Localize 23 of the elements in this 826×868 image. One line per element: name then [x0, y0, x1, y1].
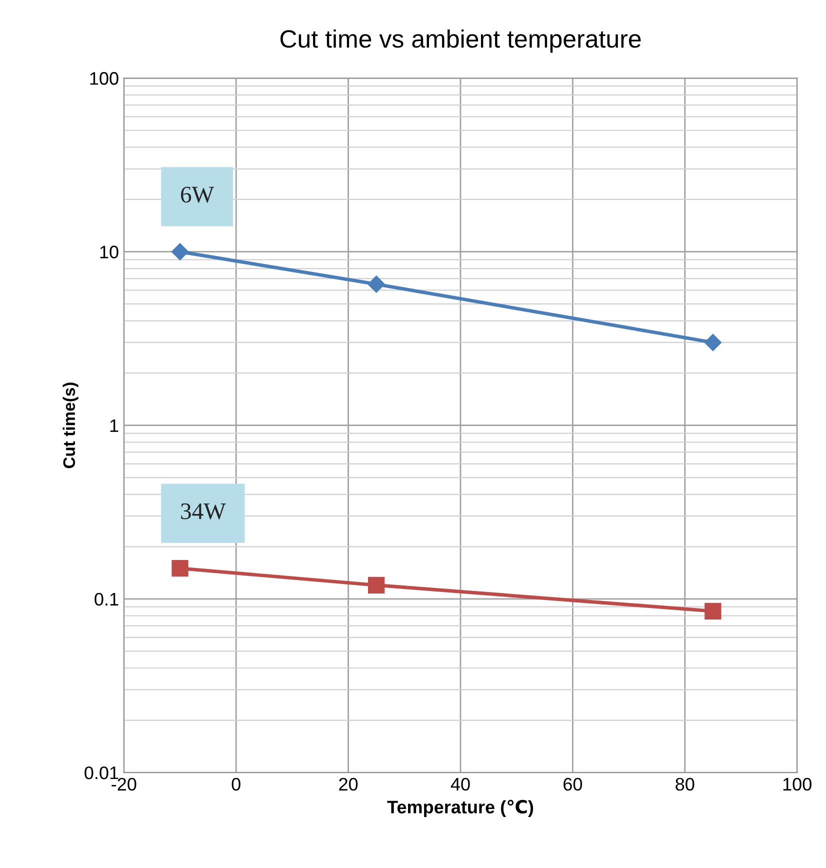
y-axis-title: Cut time(s)	[62, 382, 78, 468]
x-tick-label: 60	[564, 778, 582, 791]
x-tick-label: 40	[450, 778, 470, 791]
y-tick-label: 1	[110, 419, 118, 432]
series-label: 34W	[181, 503, 226, 520]
point	[171, 243, 189, 260]
point	[704, 602, 722, 620]
chart-title: Cut time vs ambient temperature	[280, 29, 641, 53]
y-tick-label: 100	[90, 72, 118, 85]
y-tick-label: 0.01	[84, 766, 118, 780]
x-tick-label: 80	[676, 778, 694, 791]
point	[704, 334, 722, 352]
x-tick-label: -20	[112, 778, 136, 791]
series-label: 6W	[181, 186, 214, 203]
x-tick-label: 0	[232, 778, 240, 791]
point	[368, 576, 385, 594]
y-tick-label: 10	[100, 246, 118, 258]
x-tick-label: 100	[783, 778, 812, 791]
point	[172, 560, 188, 577]
x-tick-label: 20	[339, 778, 358, 791]
point	[368, 276, 385, 293]
y-tick-label: 0.1	[94, 592, 118, 606]
x-axis-title: Temperature (℃)	[387, 800, 534, 818]
